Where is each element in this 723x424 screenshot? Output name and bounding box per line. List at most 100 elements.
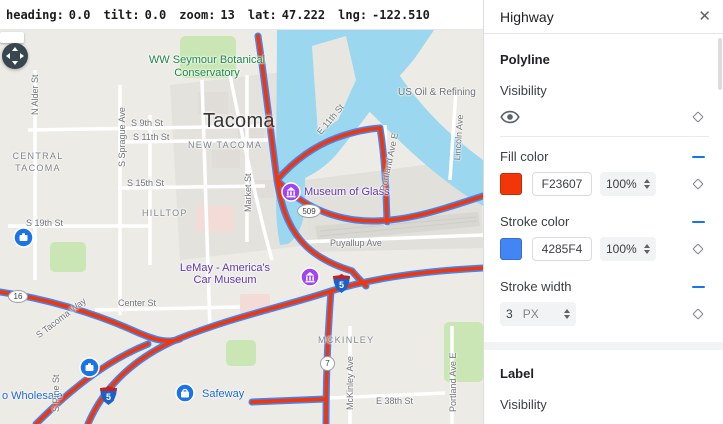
- stroke-width-label: Stroke width: [500, 279, 572, 294]
- street-label: Portland Ave E: [448, 352, 458, 412]
- pan-right-icon[interactable]: [20, 53, 24, 59]
- street-label: Market St: [243, 173, 253, 212]
- coordinates-status-bar: heading: 0.0 tilt: 0.0 zoom: 13 lat: 47.222 …: [0, 0, 483, 30]
- polyline-section-heading: Polyline: [500, 52, 550, 67]
- street-label: McKinley Ave: [345, 356, 355, 410]
- section-divider: [484, 342, 723, 350]
- opacity-stepper[interactable]: [644, 244, 650, 254]
- stepper-down-icon[interactable]: [644, 185, 650, 189]
- opacity-stepper[interactable]: [644, 179, 650, 189]
- fill-color-label-row: Fill color: [500, 149, 709, 164]
- visibility-eye-icon[interactable]: [500, 110, 520, 124]
- map-canvas[interactable]: [0, 30, 483, 424]
- park-label: WW Seymour Botanical Conservatory: [148, 54, 266, 79]
- polyline-visibility-row: [500, 110, 709, 124]
- lng-readout: lng: -122.510: [338, 7, 430, 22]
- map-viewport[interactable]: WW Seymour Botanical Conservatory Tacoma…: [0, 30, 483, 424]
- street-label: S 11th St: [133, 132, 170, 142]
- park-area: [50, 242, 86, 272]
- label-visibility-label: Visibility: [500, 397, 547, 412]
- route-shield-i5: 5: [333, 274, 350, 293]
- zoom-readout: zoom: 13: [179, 7, 235, 22]
- style-editor-panel: Highway ✕ Polyline Visibility Fill color…: [483, 0, 723, 424]
- district-label: MCKINLEY: [318, 335, 375, 345]
- fill-color-label: Fill color: [500, 149, 549, 164]
- city-label-tacoma: Tacoma: [203, 110, 275, 132]
- rail-yard: [315, 212, 480, 242]
- lat-readout: lat: 47.222: [247, 7, 326, 22]
- poi-label-us-oil: US Oil & Refining: [398, 87, 476, 98]
- district-label: HILLTOP: [142, 208, 188, 218]
- route-shield-16: 16: [8, 290, 28, 303]
- route-shield-i5: 5: [100, 386, 117, 405]
- route-shield-509: 509: [297, 204, 321, 218]
- pan-down-icon[interactable]: [12, 61, 18, 65]
- poi-label-safeway[interactable]: Safeway: [202, 388, 245, 400]
- map-pan-control[interactable]: [2, 43, 28, 69]
- width-stepper[interactable]: [564, 309, 570, 319]
- stroke-color-label: Stroke color: [500, 214, 570, 229]
- dock-peninsula: [312, 36, 356, 134]
- stepper-up-icon[interactable]: [644, 244, 650, 248]
- panel-title: Highway: [500, 8, 554, 25]
- poi-label-museum-of-glass[interactable]: Museum of Glass: [304, 186, 390, 198]
- river-water: [370, 76, 483, 206]
- park-area: [226, 340, 256, 366]
- panel-header: Highway ✕: [484, 0, 723, 34]
- route-shield-7: 7: [320, 356, 335, 371]
- fill-opacity-input[interactable]: 100%: [600, 172, 656, 196]
- inherited-dash-icon[interactable]: [691, 285, 705, 288]
- fill-color-row: F23607 100%: [500, 172, 709, 196]
- inherited-dash-icon[interactable]: [691, 155, 705, 158]
- inheritance-diamond-icon[interactable]: [692, 308, 704, 320]
- generic-poi-icon[interactable]: [79, 357, 100, 383]
- fill-color-swatch[interactable]: [500, 173, 522, 195]
- district-label: CENTRAL TACOMA: [12, 151, 64, 173]
- stepper-up-icon[interactable]: [644, 179, 650, 183]
- poi-label-wholesale[interactable]: o Wholesale: [2, 390, 63, 402]
- museum-poi-icon[interactable]: [281, 182, 301, 207]
- stroke-color-swatch[interactable]: [500, 238, 522, 260]
- close-icon: ✕: [698, 8, 711, 25]
- stroke-color-label-row: Stroke color: [500, 214, 709, 229]
- pan-left-icon[interactable]: [6, 53, 10, 59]
- close-button[interactable]: ✕: [698, 9, 711, 24]
- street-label: N Alder St: [30, 74, 40, 115]
- stepper-down-icon[interactable]: [564, 315, 570, 319]
- stroke-width-row: 3 PX: [500, 302, 709, 326]
- inherited-dash-icon[interactable]: [691, 220, 705, 223]
- stepper-up-icon[interactable]: [564, 309, 570, 313]
- museum-poi-icon[interactable]: [300, 267, 320, 292]
- panel-scrollbar[interactable]: [718, 38, 722, 90]
- inheritance-diamond-icon[interactable]: [692, 178, 704, 190]
- park-area: [180, 36, 236, 78]
- street-label: S 15th St: [127, 178, 165, 188]
- stroke-width-unit: PX: [522, 307, 539, 321]
- heading-readout: heading: 0.0: [6, 7, 91, 22]
- tilt-readout: tilt: 0.0: [103, 7, 167, 22]
- inheritance-diamond-icon[interactable]: [692, 111, 704, 123]
- street-label: S 9th St: [131, 118, 164, 128]
- pan-up-icon[interactable]: [12, 47, 18, 51]
- poi-label-lemay[interactable]: LeMay - America's Car Museum: [179, 262, 271, 286]
- stroke-width-input[interactable]: 3 PX: [500, 302, 576, 326]
- stroke-opacity-input[interactable]: 100%: [600, 237, 656, 261]
- hospital-area: [196, 206, 234, 232]
- stroke-color-hex-input[interactable]: 4285F4: [532, 237, 592, 261]
- stroke-width-label-row: Stroke width: [500, 279, 709, 294]
- fill-color-hex-input[interactable]: F23607: [532, 172, 592, 196]
- stroke-color-row: 4285F4 100%: [500, 237, 709, 261]
- stepper-down-icon[interactable]: [644, 250, 650, 254]
- map-control-card[interactable]: [0, 32, 24, 43]
- street-label: Center St: [118, 298, 157, 308]
- label-section-heading: Label: [500, 366, 534, 381]
- street-label: S 19th St: [26, 218, 64, 228]
- district-label: NEW TACOMA: [188, 140, 263, 150]
- inheritance-diamond-icon[interactable]: [692, 243, 704, 255]
- street-label: S Pine St: [51, 374, 61, 412]
- generic-poi-icon[interactable]: [13, 227, 34, 253]
- shopping-poi-icon[interactable]: [175, 383, 195, 408]
- divider: [500, 136, 709, 137]
- street-label: Puyallup Ave: [330, 238, 382, 248]
- street-label: E 38th St: [376, 396, 414, 406]
